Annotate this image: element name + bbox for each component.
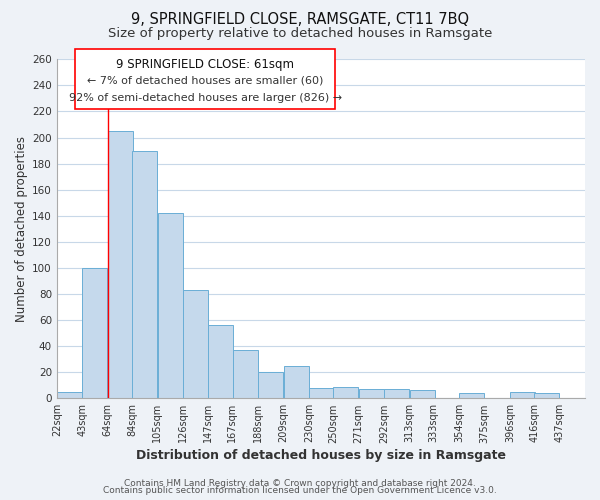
Text: 9 SPRINGFIELD CLOSE: 61sqm: 9 SPRINGFIELD CLOSE: 61sqm [116,58,294,71]
Bar [57,392,82,398]
Bar [183,290,208,399]
FancyBboxPatch shape [75,49,335,109]
Bar [208,326,233,398]
Bar [384,389,409,398]
Bar [82,268,107,398]
Bar [459,393,484,398]
Y-axis label: Number of detached properties: Number of detached properties [15,136,28,322]
Bar [333,386,358,398]
Text: 92% of semi-detached houses are larger (826) →: 92% of semi-detached houses are larger (… [68,93,342,103]
Bar [284,366,308,398]
X-axis label: Distribution of detached houses by size in Ramsgate: Distribution of detached houses by size … [136,450,506,462]
Text: ← 7% of detached houses are smaller (60): ← 7% of detached houses are smaller (60) [87,76,323,86]
Bar [158,213,182,398]
Text: Size of property relative to detached houses in Ramsgate: Size of property relative to detached ho… [108,28,492,40]
Bar [258,372,283,398]
Text: Contains public sector information licensed under the Open Government Licence v3: Contains public sector information licen… [103,486,497,495]
Bar [510,392,535,398]
Text: Contains HM Land Registry data © Crown copyright and database right 2024.: Contains HM Land Registry data © Crown c… [124,478,476,488]
Bar [410,390,434,398]
Bar [108,131,133,398]
Bar [132,150,157,398]
Text: 9, SPRINGFIELD CLOSE, RAMSGATE, CT11 7BQ: 9, SPRINGFIELD CLOSE, RAMSGATE, CT11 7BQ [131,12,469,28]
Bar [534,393,559,398]
Bar [359,389,384,398]
Bar [309,388,334,398]
Bar [233,350,258,399]
